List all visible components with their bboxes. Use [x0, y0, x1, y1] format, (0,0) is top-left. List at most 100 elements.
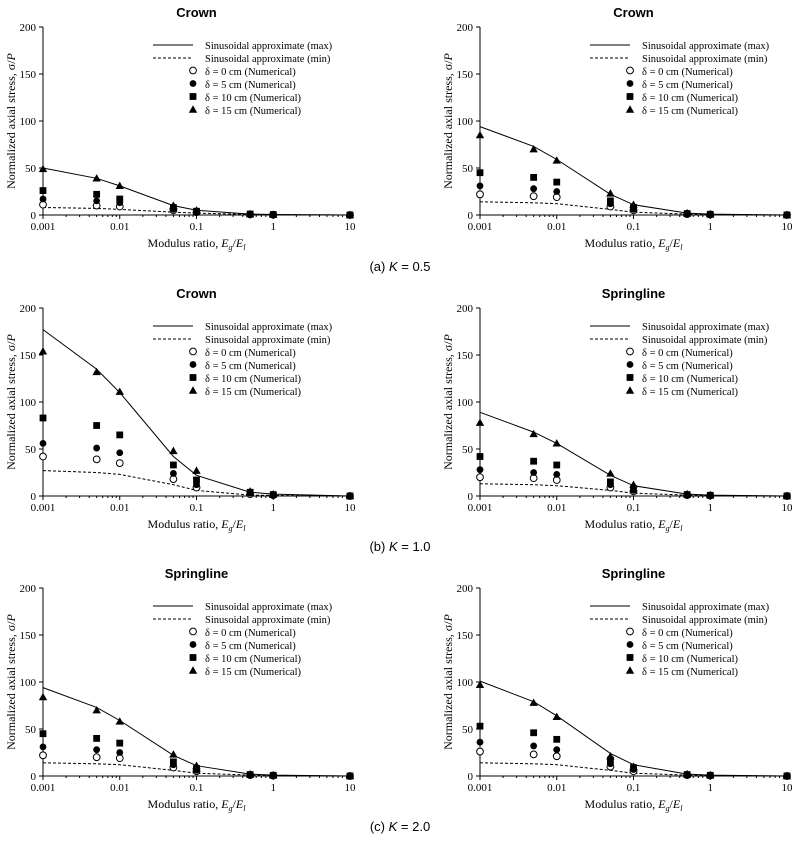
legend-label: δ = 5 cm (Numerical) — [642, 641, 733, 652]
legend-label: δ = 0 cm (Numerical) — [205, 67, 296, 78]
series-15-cm-numerical-point — [475, 418, 485, 426]
legend-label: δ = 0 cm (Numerical) — [205, 628, 296, 639]
series-10-cm-numerical-point — [530, 457, 538, 465]
series-5-cm-numerical-point — [39, 439, 47, 447]
legend-label: Sinusoidal approximate (max) — [642, 322, 770, 333]
series-10-cm-numerical-point — [93, 190, 101, 198]
legend-swatch-0-cm-numerical — [626, 627, 634, 636]
y-tick-label: 150 — [457, 630, 474, 642]
legend-swatch-5-cm-numerical — [626, 361, 634, 368]
chart-title: Springline — [602, 566, 666, 581]
series-10-cm-numerical-point — [116, 195, 124, 203]
series-5-cm-numerical-point — [93, 197, 101, 205]
legend-label: Sinusoidal approximate (max) — [642, 41, 770, 52]
chart-panel-3: 0 50 100 150 200 0.001 0.01 0.1 1 10 Crown Modulus … — [4, 286, 356, 533]
chart-title: Springline — [602, 286, 666, 301]
y-tick-label: 0 — [468, 491, 474, 503]
series-10-cm-numerical-point — [39, 730, 47, 738]
x-axis-label: Modulus ratio, Eg/El — [585, 797, 684, 813]
series-15-cm-numerical-point — [345, 771, 355, 780]
caption-part: K — [389, 259, 399, 274]
series-15-cm-numerical-point — [682, 769, 692, 778]
chart-panel-2: 0 50 100 150 200 0.001 0.01 0.1 1 10 Crown Modulus … — [441, 5, 793, 252]
legend-label: Sinusoidal approximate (max) — [205, 41, 333, 52]
caption-part: = 1.0 — [398, 539, 431, 554]
series-15-cm-numerical-point — [475, 130, 485, 139]
series-15-cm-numerical-point — [269, 210, 278, 218]
legend-swatch-15-cm-numerical — [625, 666, 635, 674]
series-15-cm-numerical-point — [706, 490, 715, 499]
series-15-cm-numerical-point — [552, 712, 561, 720]
legend-swatch-10-cm-numerical — [626, 93, 634, 100]
series-10-cm-numerical-point — [39, 187, 47, 194]
series-sinusoidal-approximate-max-line — [479, 680, 788, 777]
x-tick-label: 0.1 — [627, 221, 641, 233]
chart-panel-1: 0 50 100 150 200 0.001 0.01 0.1 1 10 Crown Modulus … — [4, 5, 356, 252]
y-axis-label: Normalized axial stress, σ/P — [441, 613, 455, 749]
caption-part: (a) — [369, 259, 389, 274]
series-10-cm-numerical-point — [476, 453, 484, 460]
y-tick-label: 200 — [20, 22, 37, 34]
x-tick-label: 0.001 — [468, 502, 493, 514]
y-tick-label: 0 — [31, 771, 37, 783]
series-0-cm-numerical-point — [39, 751, 47, 760]
y-tick-label: 50 — [462, 724, 474, 736]
series-15-cm-numerical-point — [269, 489, 278, 498]
series-10-cm-numerical-point — [630, 485, 637, 492]
x-axis-label: Modulus ratio, Eg/El — [148, 797, 247, 813]
legend-label: δ = 5 cm (Numerical) — [642, 80, 733, 91]
y-tick-label: 100 — [457, 677, 474, 689]
y-tick-label: 50 — [25, 163, 37, 175]
x-tick-label: 1 — [708, 502, 714, 514]
series-10-cm-numerical-point — [93, 422, 101, 429]
series-15-cm-numerical-point — [782, 771, 792, 780]
series-15-cm-numerical-point — [529, 429, 538, 438]
x-tick-label: 0.001 — [31, 502, 56, 514]
legend: Sinusoidal approximate (max) Sinusoidal a… — [590, 602, 770, 678]
x-tick-label: 10 — [782, 221, 794, 233]
x-axis-label: Modulus ratio, Eg/El — [585, 517, 684, 533]
series-5-cm-numerical-point — [530, 742, 538, 750]
panel-caption: (a) K = 0.5 — [369, 259, 430, 274]
legend-swatch-5-cm-numerical — [626, 80, 634, 87]
y-tick-label: 50 — [25, 444, 37, 456]
legend-label: δ = 15 cm (Numerical) — [205, 106, 302, 117]
series-10-cm-numerical-point — [39, 414, 47, 422]
series-15-cm-numerical-point — [269, 770, 278, 779]
legend-swatch-5-cm-numerical — [626, 641, 634, 648]
legend-label: Sinusoidal approximate (min) — [642, 335, 768, 346]
series-15-cm-numerical-point — [115, 387, 124, 395]
series-10-cm-numerical-point — [530, 174, 538, 181]
legend-swatch-15-cm-numerical — [188, 105, 198, 113]
series-5-cm-numerical-point — [553, 470, 561, 478]
legend-label: δ = 0 cm (Numerical) — [205, 348, 296, 359]
series-10-cm-numerical-point — [116, 739, 124, 747]
x-tick-label: 0.01 — [547, 221, 566, 233]
legend-swatch-15-cm-numerical — [625, 105, 635, 113]
legend-swatch-5-cm-numerical — [189, 641, 197, 648]
series-15-cm-numerical-point — [682, 208, 692, 217]
chart-panel-4: 0 50 100 150 200 0.001 0.01 0.1 1 10 Springline Mod… — [441, 286, 793, 533]
chart-title: Crown — [613, 5, 654, 20]
y-tick-label: 200 — [457, 303, 474, 315]
series-5-cm-numerical-point — [553, 188, 561, 195]
y-tick-label: 100 — [457, 116, 474, 128]
series-15-cm-numerical-point — [38, 164, 48, 173]
x-tick-label: 0.001 — [31, 782, 56, 794]
x-axis-label: Modulus ratio, Eg/El — [148, 517, 247, 533]
series-5-cm-numerical-point — [93, 746, 101, 754]
series-15-cm-numerical-point — [92, 706, 101, 714]
chart-title: Springline — [165, 566, 229, 581]
y-tick-label: 100 — [20, 397, 37, 409]
chart-title: Crown — [176, 5, 217, 20]
legend-label: δ = 5 cm (Numerical) — [205, 361, 296, 372]
series-15-cm-numerical-point — [192, 206, 201, 214]
series-sinusoidal-approximate-min-line — [42, 470, 351, 497]
legend-label: Sinusoidal approximate (min) — [642, 54, 768, 65]
y-tick-label: 50 — [462, 163, 474, 175]
legend-label: δ = 5 cm (Numerical) — [205, 641, 296, 652]
x-tick-label: 0.1 — [190, 221, 204, 233]
y-tick-label: 150 — [457, 69, 474, 81]
series-5-cm-numerical-point — [476, 182, 484, 190]
legend-label: Sinusoidal approximate (min) — [205, 54, 331, 65]
